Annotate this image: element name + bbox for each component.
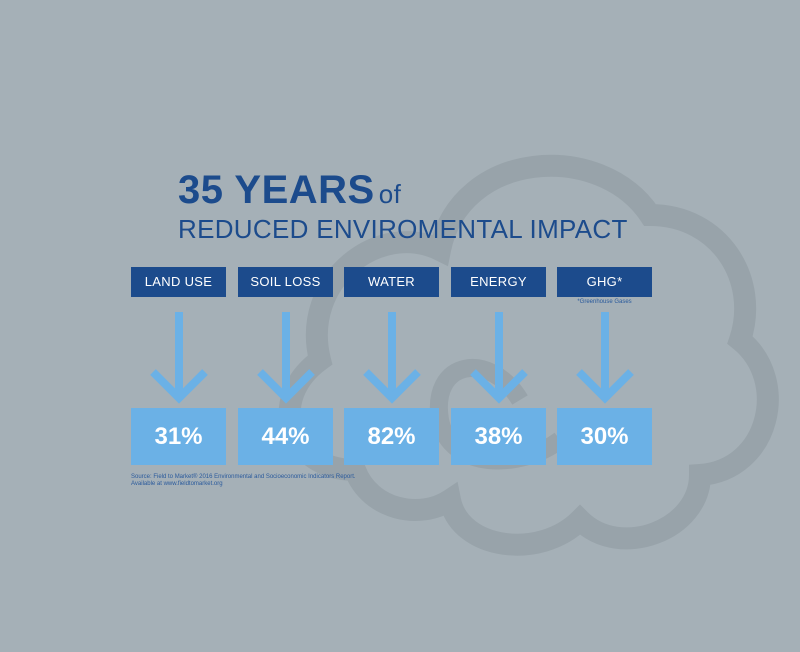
value-box-land-use: 31% [131, 408, 226, 465]
title-main: 35 YEARS of [178, 170, 628, 214]
value-box-soil-loss: 44% [238, 408, 333, 465]
category-label-ghg: GHG* [557, 267, 652, 297]
footnote: *Greenhouse Gases [577, 299, 632, 305]
value-box-ghg: 30% [557, 408, 652, 465]
category-label-energy: ENERGY [451, 267, 546, 297]
arrow-down-icon [362, 312, 421, 404]
title-of: of [378, 179, 402, 209]
category-label-land-use: LAND USE [131, 267, 226, 297]
source-citation: Source: Field to Market® 2016 Environmen… [131, 474, 356, 488]
chart-title: 35 YEARS of REDUCED ENVIROMENTAL IMPACT [178, 170, 628, 244]
title-years: 35 YEARS [178, 168, 375, 212]
value-box-energy: 38% [451, 408, 546, 465]
source-line-1: Source: Field to Market® 2016 Environmen… [131, 474, 356, 480]
category-label-water: WATER [344, 267, 439, 297]
arrow-down-icon [575, 312, 634, 404]
value-box-water: 82% [344, 408, 439, 465]
arrow-down-icon [256, 312, 315, 404]
source-line-2: Available at www.fieldtomarket.org [131, 481, 223, 487]
category-label-soil-loss: SOIL LOSS [238, 267, 333, 297]
chart-subtitle: REDUCED ENVIROMENTAL IMPACT [178, 214, 628, 244]
arrow-down-icon [469, 312, 528, 404]
arrow-down-icon [149, 312, 208, 404]
